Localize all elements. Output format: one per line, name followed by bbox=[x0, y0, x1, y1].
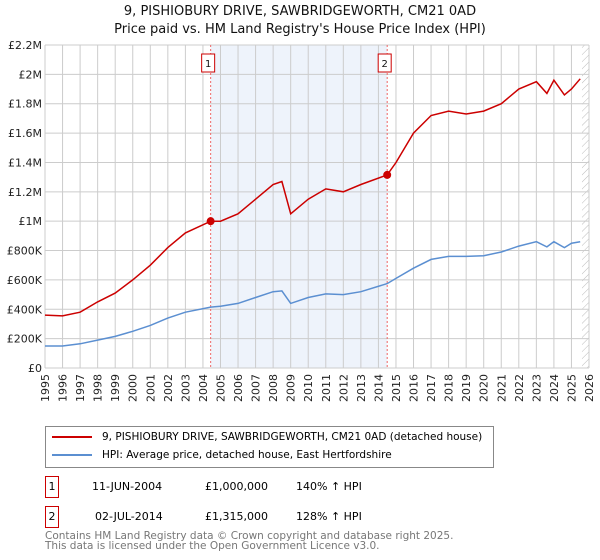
sale-marker-box bbox=[201, 53, 216, 73]
sale-marker: 2 bbox=[45, 506, 59, 528]
x-tick-label: 2022 bbox=[513, 374, 526, 402]
sale-point bbox=[206, 217, 215, 226]
x-tick-label: 2012 bbox=[337, 374, 350, 402]
x-tick-label: 2026 bbox=[583, 374, 596, 402]
x-tick-label: 2024 bbox=[548, 374, 561, 402]
sale-marker-label: 1 bbox=[205, 59, 211, 70]
x-tick-label: 2004 bbox=[197, 374, 210, 402]
sale-date: 11-JUN-2004 bbox=[92, 480, 163, 493]
chart-subtitle: Price paid vs. HM Land Registry's House … bbox=[114, 22, 486, 37]
sale-price: £1,000,000 bbox=[205, 480, 268, 493]
x-tick-label: 2009 bbox=[285, 374, 298, 402]
y-tick-label: £1.6M bbox=[8, 127, 42, 140]
legend: 9, PISHIOBURY DRIVE, SAWBRIDGEWORTH, CM2… bbox=[45, 426, 494, 468]
y-tick-label: £2.2M bbox=[8, 39, 42, 52]
x-tick-label: 2018 bbox=[443, 374, 456, 402]
x-tick-label: 2005 bbox=[214, 374, 227, 402]
x-tick-label: 2015 bbox=[390, 374, 403, 402]
x-tick-label: 1999 bbox=[109, 374, 122, 402]
sale-date: 02-JUL-2014 bbox=[95, 510, 163, 523]
sale-row: 1 11-JUN-2004 £1,000,000 140% ↑ HPI bbox=[45, 476, 545, 498]
y-tick-label: £1.2M bbox=[8, 186, 42, 199]
sale-row: 2 02-JUL-2014 £1,315,000 128% ↑ HPI bbox=[45, 506, 545, 528]
y-tick-label: £2M bbox=[19, 68, 43, 81]
y-tick-label: £0 bbox=[28, 362, 42, 375]
x-tick-label: 2019 bbox=[460, 374, 473, 402]
y-tick-label: £1M bbox=[19, 215, 43, 228]
y-tick-label: £400K bbox=[7, 303, 43, 316]
y-tick-label: £800K bbox=[7, 245, 43, 258]
x-tick-label: 2001 bbox=[144, 374, 157, 402]
x-tick-label: 2006 bbox=[232, 374, 245, 402]
legend-item-property: 9, PISHIOBURY DRIVE, SAWBRIDGEWORTH, CM2… bbox=[52, 431, 482, 443]
x-tick-label: 2025 bbox=[565, 374, 578, 402]
x-tick-label: 2016 bbox=[408, 374, 421, 402]
legend-item-hpi: HPI: Average price, detached house, East… bbox=[52, 449, 392, 461]
future-hatch bbox=[581, 45, 589, 368]
x-tick-label: 2010 bbox=[302, 374, 315, 402]
x-tick-label: 2013 bbox=[355, 374, 368, 402]
legend-label: 9, PISHIOBURY DRIVE, SAWBRIDGEWORTH, CM2… bbox=[102, 431, 483, 443]
x-tick-label: 2011 bbox=[320, 374, 333, 402]
x-tick-label: 2023 bbox=[530, 374, 543, 402]
series-line bbox=[45, 240, 581, 347]
footer-line: Contains HM Land Registry data © Crown c… bbox=[45, 530, 454, 542]
chart-title: 9, PISHIOBURY DRIVE, SAWBRIDGEWORTH, CM2… bbox=[123, 4, 477, 19]
x-tick-label: 2008 bbox=[267, 374, 280, 402]
plot-area: 1995 1996 1997 1998 1999 2000 2001 2002 2003 2004… bbox=[7, 39, 596, 402]
sale-marker-box bbox=[377, 53, 392, 73]
x-tick-label: 2002 bbox=[162, 374, 175, 402]
x-tick-label: 2017 bbox=[425, 374, 438, 402]
series-line bbox=[44, 78, 581, 317]
x-tick-label: 1997 bbox=[74, 374, 87, 402]
sale-marker: 1 bbox=[45, 476, 59, 498]
sale-marker-label: 2 bbox=[382, 59, 388, 70]
y-tick-label: £1.8M bbox=[8, 98, 42, 111]
sale-price: £1,315,000 bbox=[205, 510, 268, 523]
x-tick-label: 2000 bbox=[127, 374, 140, 402]
x-tick-label: 1998 bbox=[92, 374, 105, 402]
sale-hpi: 140% ↑ HPI bbox=[296, 480, 362, 493]
x-tick-label: 2003 bbox=[179, 374, 192, 402]
sale-hpi: 128% ↑ HPI bbox=[296, 510, 362, 523]
footer-line: This data is licensed under the Open Gov… bbox=[45, 540, 380, 552]
y-tick-label: £200K bbox=[7, 333, 43, 346]
x-tick-label: 2014 bbox=[372, 374, 385, 402]
legend-label: HPI: Average price, detached house, East… bbox=[102, 449, 392, 461]
x-tick-label: 2020 bbox=[478, 374, 491, 402]
sale-point bbox=[383, 170, 392, 179]
x-tick-label: 2021 bbox=[495, 374, 508, 402]
x-tick-label: 1996 bbox=[57, 374, 70, 402]
y-tick-label: £600K bbox=[7, 274, 43, 287]
y-tick-label: £1.4M bbox=[8, 156, 42, 169]
x-tick-label: 1995 bbox=[39, 374, 52, 402]
x-tick-label: 2007 bbox=[250, 374, 263, 402]
